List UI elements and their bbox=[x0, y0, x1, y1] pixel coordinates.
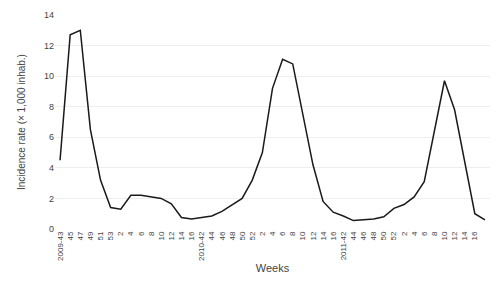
svg-text:52: 52 bbox=[390, 231, 399, 240]
svg-text:45: 45 bbox=[66, 231, 75, 240]
svg-text:6: 6 bbox=[420, 231, 429, 236]
svg-text:2: 2 bbox=[116, 231, 125, 236]
svg-text:50: 50 bbox=[379, 231, 388, 240]
svg-text:14: 14 bbox=[177, 231, 186, 240]
svg-text:47: 47 bbox=[76, 231, 85, 240]
svg-text:6: 6 bbox=[49, 132, 54, 142]
svg-text:10: 10 bbox=[44, 71, 54, 81]
svg-text:46: 46 bbox=[218, 231, 227, 240]
svg-text:8: 8 bbox=[49, 102, 54, 112]
svg-text:12: 12 bbox=[44, 41, 54, 51]
svg-text:10: 10 bbox=[157, 231, 166, 240]
svg-text:2: 2 bbox=[258, 231, 267, 236]
svg-text:10: 10 bbox=[298, 231, 307, 240]
svg-text:12: 12 bbox=[309, 231, 318, 240]
svg-text:2: 2 bbox=[49, 194, 54, 204]
svg-text:44: 44 bbox=[349, 231, 358, 240]
svg-text:0: 0 bbox=[49, 224, 54, 234]
svg-text:4: 4 bbox=[126, 231, 135, 236]
svg-text:4: 4 bbox=[49, 163, 54, 173]
svg-text:44: 44 bbox=[207, 231, 216, 240]
svg-text:50: 50 bbox=[238, 231, 247, 240]
svg-text:14: 14 bbox=[460, 231, 469, 240]
svg-text:Weeks: Weeks bbox=[256, 262, 290, 274]
svg-text:8: 8 bbox=[288, 231, 297, 236]
svg-text:14: 14 bbox=[319, 231, 328, 240]
svg-text:12: 12 bbox=[167, 231, 176, 240]
svg-text:2: 2 bbox=[400, 231, 409, 236]
svg-text:48: 48 bbox=[369, 231, 378, 240]
svg-text:16: 16 bbox=[187, 231, 196, 240]
svg-text:53: 53 bbox=[106, 231, 115, 240]
svg-text:8: 8 bbox=[430, 231, 439, 236]
svg-text:10: 10 bbox=[440, 231, 449, 240]
svg-text:4: 4 bbox=[268, 231, 277, 236]
svg-text:2011-42: 2011-42 bbox=[339, 231, 348, 260]
svg-text:12: 12 bbox=[450, 231, 459, 240]
svg-text:6: 6 bbox=[278, 231, 287, 236]
svg-text:14: 14 bbox=[44, 10, 54, 20]
svg-text:4: 4 bbox=[410, 231, 419, 236]
svg-text:Incidence rate (× 1,000 inhab.: Incidence rate (× 1,000 inhab.) bbox=[16, 54, 27, 190]
svg-text:49: 49 bbox=[86, 231, 95, 240]
svg-text:52: 52 bbox=[248, 231, 257, 240]
svg-text:16: 16 bbox=[470, 231, 479, 240]
svg-text:46: 46 bbox=[359, 231, 368, 240]
svg-text:8: 8 bbox=[147, 231, 156, 236]
svg-text:2009-43: 2009-43 bbox=[56, 231, 65, 261]
svg-text:2010-42: 2010-42 bbox=[197, 231, 206, 261]
svg-text:48: 48 bbox=[228, 231, 237, 240]
svg-text:16: 16 bbox=[329, 231, 338, 240]
svg-text:51: 51 bbox=[96, 231, 105, 240]
svg-text:6: 6 bbox=[137, 231, 146, 236]
